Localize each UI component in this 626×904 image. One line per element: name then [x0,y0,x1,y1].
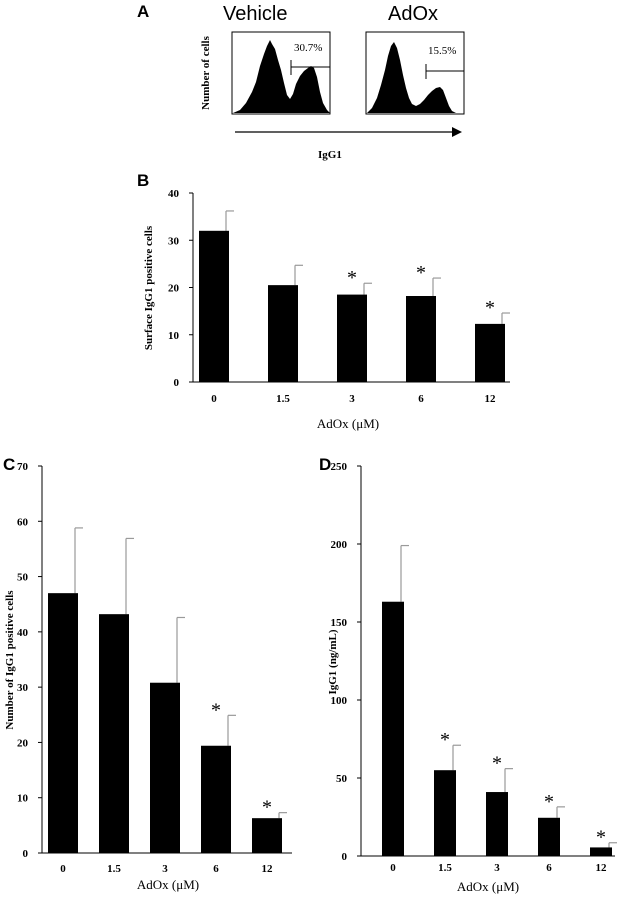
panel-a: A Vehicle AdOx Number of cells 30.7% 15.… [137,2,465,161]
adox-label: AdOx [388,3,438,25]
significance-star: * [416,262,426,284]
bar [590,847,612,856]
x-tick-label: 6 [546,862,552,874]
x-axis-label: AdOx (μM) [457,879,519,894]
y-tick-label: 30 [168,235,180,247]
bar [406,296,436,382]
bar [199,230,229,382]
y-tick-label: 20 [17,737,29,749]
vehicle-histogram [233,40,330,113]
y-tick-label: 100 [331,695,348,707]
y-axis-label: Surface IgG1 positive cells [143,225,155,350]
significance-star: * [596,827,606,849]
y-tick-label: 10 [168,330,180,342]
significance-star: * [492,753,502,775]
x-tick-label: 3 [349,393,355,405]
x-tick-label: 3 [162,863,168,875]
bar [99,614,129,853]
y-tick-label: 60 [17,516,29,528]
bar [475,323,505,382]
significance-star: * [485,297,495,319]
arrow-head [452,127,462,137]
histogram-xlabel: IgG1 [318,149,342,161]
y-tick-label: 150 [331,617,348,629]
bar [150,682,180,853]
x-tick-label: 1.5 [276,393,290,405]
bar [434,770,456,856]
x-tick-label: 12 [262,863,274,875]
x-tick-label: 1.5 [438,862,452,874]
x-tick-label: 0 [60,863,66,875]
bar [48,593,78,853]
vehicle-percent: 30.7% [294,42,322,54]
x-tick-label: 3 [494,862,500,874]
significance-star: * [211,699,221,721]
y-tick-label: 30 [17,682,29,694]
y-tick-label: 40 [168,188,180,200]
bar [201,745,231,853]
bar [268,285,298,382]
bar [252,818,282,853]
y-axis-label: IgG1 (ng/mL) [327,629,339,694]
y-tick-label: 40 [17,627,29,639]
x-tick-label: 6 [213,863,219,875]
panel-letter-c: C [3,455,15,474]
x-tick-label: 12 [485,393,497,405]
bar [538,817,560,856]
panel-letter-a: A [137,2,149,21]
x-tick-label: 0 [211,393,217,405]
y-tick-label: 50 [336,773,348,785]
y-tick-label: 0 [23,848,29,860]
histogram-ylabel: Number of cells [200,35,212,109]
y-tick-label: 250 [331,461,348,473]
bar [382,601,404,856]
vehicle-label: Vehicle [223,3,288,25]
x-tick-label: 0 [390,862,396,874]
x-axis-label: AdOx (μM) [137,877,199,892]
significance-star: * [347,267,357,289]
panel-letter-b: B [137,171,149,190]
panel-letter-d: D [319,455,331,474]
significance-star: * [262,797,272,819]
significance-star: * [544,791,554,813]
bar [486,792,508,856]
bar [337,294,367,382]
y-axis-label: Number of IgG1 positive cells [4,590,16,730]
y-tick-label: 50 [17,572,29,584]
y-tick-label: 0 [342,851,348,863]
x-axis-label: AdOx (μM) [317,416,379,431]
y-tick-label: 0 [174,377,180,389]
chart-d: D 0 50 100 150 200 250 IgG1 (ng/mL) AdOx (μM) 0 1.… [319,455,617,894]
x-tick-label: 12 [596,862,608,874]
adox-histogram [367,42,456,113]
y-tick-label: 70 [17,461,29,473]
x-tick-label: 1.5 [107,863,121,875]
vehicle-histogram-frame [231,31,331,115]
significance-star: * [440,729,450,751]
adox-percent: 15.5% [428,45,456,57]
y-tick-label: 200 [331,539,348,551]
adox-histogram-frame [365,31,465,115]
y-tick-label: 10 [17,793,29,805]
x-tick-label: 6 [418,393,424,405]
y-tick-label: 20 [168,283,180,295]
